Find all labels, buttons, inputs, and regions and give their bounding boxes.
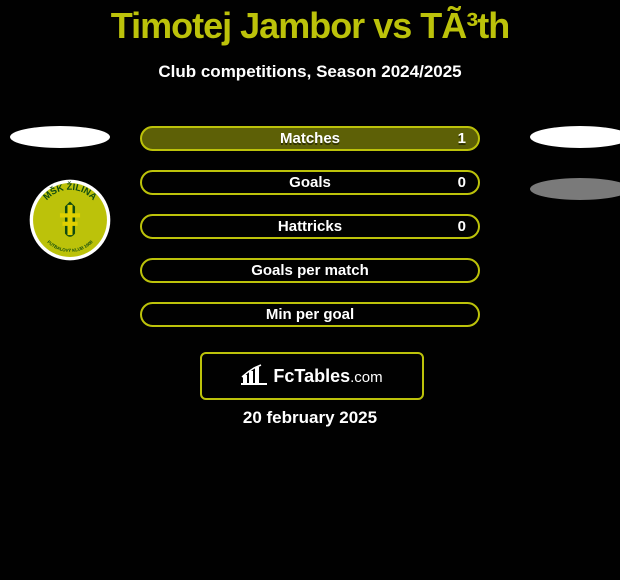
stat-label: Goals per match bbox=[142, 260, 478, 281]
stat-row: Goals 0 bbox=[140, 170, 480, 195]
stat-row: Goals per match bbox=[140, 258, 480, 283]
page-title: Timotej Jambor vs TÃ³th bbox=[0, 5, 620, 47]
footer-brand-box[interactable]: FcTables.com bbox=[200, 352, 424, 400]
brand-main: Tables bbox=[294, 366, 350, 386]
stat-row: Min per goal bbox=[140, 302, 480, 327]
stat-row: Hattricks 0 bbox=[140, 214, 480, 239]
brand-prefix: Fc bbox=[273, 366, 294, 386]
stat-label: Min per goal bbox=[142, 304, 478, 325]
footer-brand-text: FcTables.com bbox=[273, 366, 382, 387]
stat-value: 0 bbox=[458, 172, 466, 193]
stat-value: 0 bbox=[458, 216, 466, 237]
subtitle: Club competitions, Season 2024/2025 bbox=[0, 62, 620, 82]
stat-label: Hattricks bbox=[142, 216, 478, 237]
stat-row: Matches 1 bbox=[140, 126, 480, 151]
date-text: 20 february 2025 bbox=[0, 408, 620, 428]
stat-label: Goals bbox=[142, 172, 478, 193]
club-badge-zilina: MŠK ŽILINA FUTBALOVÝ KLUB 1908 bbox=[28, 178, 112, 262]
stat-label: Matches bbox=[142, 128, 478, 149]
brand-suffix: .com bbox=[350, 369, 383, 386]
player2-club-placeholder bbox=[530, 178, 620, 200]
player1-portrait-placeholder bbox=[10, 126, 110, 148]
player2-portrait-placeholder bbox=[530, 126, 620, 148]
stats-rows: Matches 1 Goals 0 Hattricks 0 Goals per … bbox=[140, 126, 480, 346]
stat-value: 1 bbox=[458, 128, 466, 149]
bar-chart-icon bbox=[241, 363, 267, 390]
